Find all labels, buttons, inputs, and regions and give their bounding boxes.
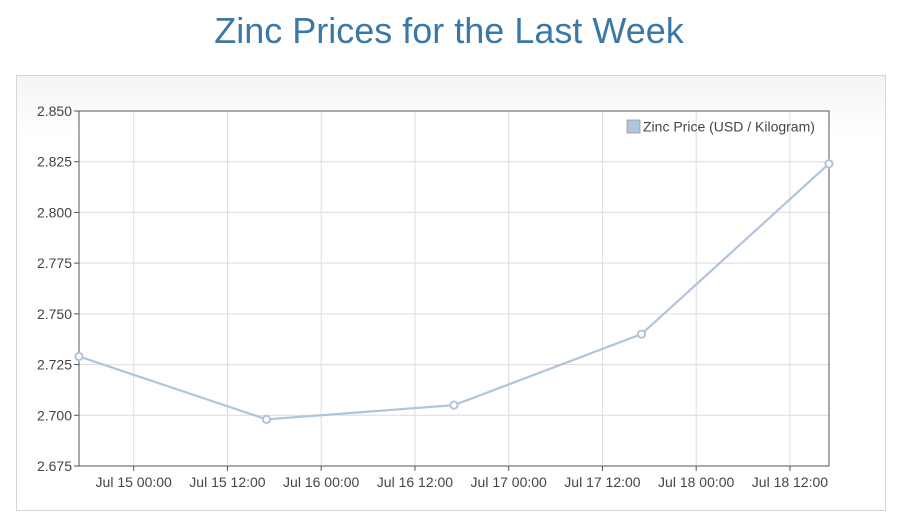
y-tick-label: 2.675 <box>37 458 72 474</box>
plot-area <box>79 111 829 466</box>
x-tick-label: Jul 16 12:00 <box>377 474 453 490</box>
x-tick-label: Jul 18 00:00 <box>658 474 734 490</box>
plot-border <box>78 110 830 467</box>
x-tick-label: Jul 15 12:00 <box>189 474 265 490</box>
y-tick-label: 2.825 <box>37 154 72 170</box>
y-tick-label: 2.725 <box>37 357 72 373</box>
x-tick-label: Jul 15 00:00 <box>96 474 172 490</box>
legend-swatch <box>626 119 641 134</box>
x-tick-label: Jul 16 00:00 <box>283 474 359 490</box>
y-tick-label: 2.700 <box>37 407 72 423</box>
y-tick-label: 2.850 <box>37 103 72 119</box>
y-tick-label: 2.800 <box>37 204 72 220</box>
legend-label: Zinc Price (USD / Kilogram) <box>643 119 815 135</box>
y-tick-label: 2.775 <box>37 255 72 271</box>
x-tick-label: Jul 18 12:00 <box>752 474 828 490</box>
x-tick-label: Jul 17 00:00 <box>471 474 547 490</box>
page-title: Zinc Prices for the Last Week <box>214 10 684 51</box>
chart-panel: 2.850 2.825 2.800 2.775 2.750 2.725 2.700 2.675… <box>16 75 886 511</box>
data-point <box>824 159 834 169</box>
line-chart: 2.850 2.825 2.800 2.775 2.750 2.725 2.700 2.675… <box>37 103 834 490</box>
data-point <box>449 400 459 410</box>
data-point <box>636 329 647 339</box>
x-tick-label: Jul 17 12:00 <box>564 474 640 490</box>
data-point <box>261 414 272 424</box>
y-tick-label: 2.750 <box>37 306 72 322</box>
data-point <box>74 351 84 362</box>
